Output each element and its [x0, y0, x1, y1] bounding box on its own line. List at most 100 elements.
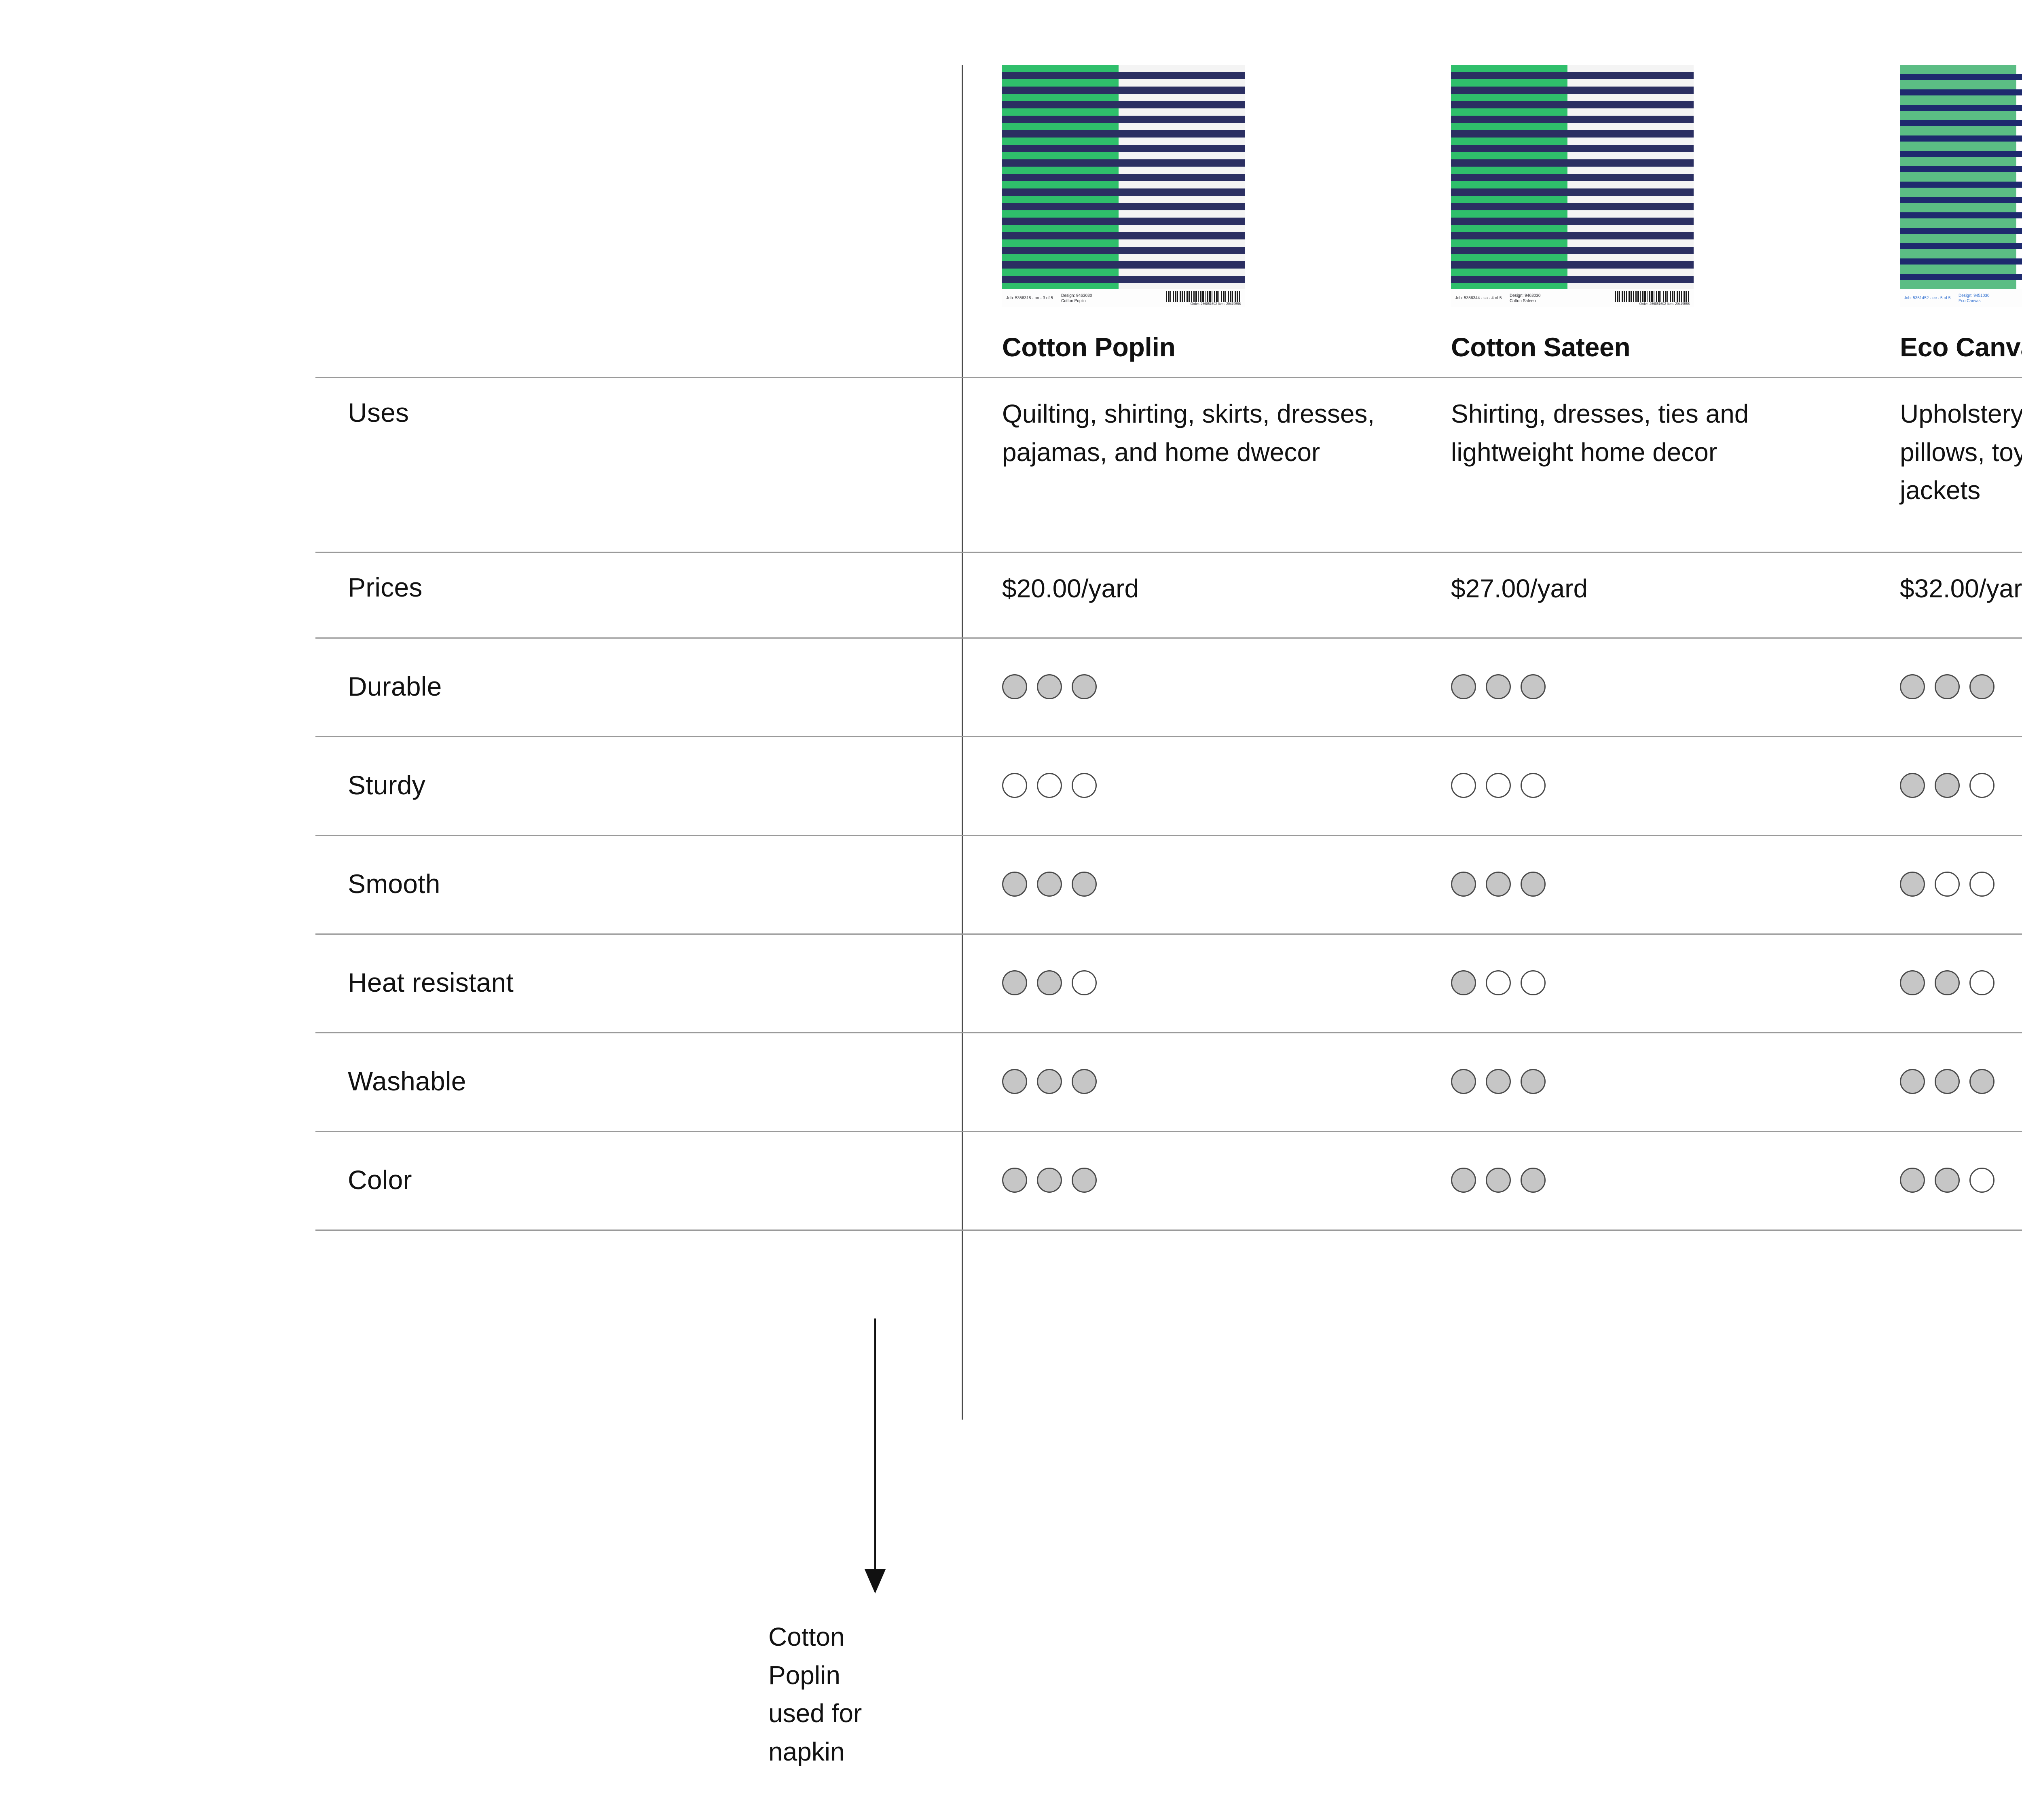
- row-divider: [315, 1131, 2022, 1132]
- rating-dots: [1451, 1168, 1843, 1193]
- row-divider: [315, 933, 2022, 935]
- rating-dots: [1900, 773, 2022, 798]
- cell-uses: Quilting, shirting, skirts, dresses, paj…: [962, 395, 1411, 552]
- rating-dot-filled: [1900, 1069, 1925, 1094]
- table-row: Durable: [315, 637, 2022, 737]
- label-column-divider: [962, 65, 963, 1420]
- swatch-design-text: Design: 9451030 Eco Canvas: [1959, 293, 1990, 303]
- rating-dot-filled: [1037, 674, 1062, 699]
- row-divider: [315, 835, 2022, 836]
- row-divider: [315, 1032, 2022, 1033]
- cell-text: Shirting, dresses, ties and lightweight …: [1451, 399, 1749, 467]
- fabric-swatch: Job: 5356318 - po - 3 of 5 Design: 946303…: [1002, 65, 1245, 307]
- rating-dot-empty: [1072, 970, 1097, 995]
- rating-dots: [1002, 773, 1394, 798]
- rating-dot-empty: [1521, 773, 1546, 798]
- cell-uses: Upholstery, bags, home decor, pillows, t…: [1859, 395, 2022, 552]
- cell-color: [962, 1168, 1411, 1193]
- cell-color: [1859, 1168, 2022, 1193]
- swatch-green-stripes: [1900, 65, 2016, 289]
- rating-dot-filled: [1935, 773, 1960, 798]
- annotation-arrow-line: [874, 1318, 876, 1569]
- rating-dot-empty: [1072, 773, 1097, 798]
- cell-text: Upholstery, bags, home decor, pillows, t…: [1900, 399, 2022, 505]
- swatch-design-text: Design: 9463030 Cotton Poplin: [1061, 293, 1092, 303]
- cell-prices: $32.00/yard: [1859, 569, 2022, 637]
- rating-dot-empty: [1486, 970, 1511, 995]
- swatch-job-text: Job: 5356344 - sa - 4 of 5: [1455, 296, 1502, 301]
- rating-dots: [1900, 970, 2022, 995]
- swatch-order-text: Order: 266851602 Item: 20419558: [1639, 301, 1690, 306]
- row-label-durable: Durable: [315, 669, 962, 705]
- rating-dot-filled: [1451, 970, 1476, 995]
- cell-sturdy: [1859, 773, 2022, 798]
- row-label-text: Uses: [348, 398, 409, 427]
- rating-dot-empty: [1969, 970, 1995, 995]
- column-header-cotton-sateen: Job: 5356344 - sa - 4 of 5 Design: 946303…: [1411, 65, 1859, 362]
- rating-dot-filled: [1002, 1168, 1027, 1193]
- rating-dot-empty: [1037, 773, 1062, 798]
- row-label-color: Color: [315, 1162, 962, 1198]
- rating-dots: [1002, 970, 1394, 995]
- rating-dot-filled: [1002, 970, 1027, 995]
- swatch-fabric-image: [1002, 65, 1245, 289]
- rating-dot-filled: [1900, 872, 1925, 897]
- rating-dot-filled: [1451, 1168, 1476, 1193]
- column-header-cotton-poplin: Job: 5356318 - po - 3 of 5 Design: 946303…: [962, 65, 1411, 362]
- table-row: Color: [315, 1131, 2022, 1231]
- cell-text: $32.00/yard: [1900, 574, 2022, 603]
- rating-dot-empty: [1969, 872, 1995, 897]
- rating-dot-filled: [1521, 1168, 1546, 1193]
- table-row: Sturdy: [315, 736, 2022, 836]
- rating-dot-filled: [1037, 970, 1062, 995]
- rating-dot-filled: [1072, 1069, 1097, 1094]
- rating-dot-empty: [1969, 773, 1995, 798]
- rating-dot-filled: [1486, 1168, 1511, 1193]
- swatch-design-text: Design: 9463030 Cotton Sateen: [1510, 293, 1541, 303]
- rating-dots: [1451, 872, 1843, 897]
- swatch-job-text: Job: 5351452 - ec - 5 of 5: [1904, 296, 1951, 301]
- swatch-job-text: Job: 5356318 - po - 3 of 5: [1006, 296, 1053, 301]
- cell-prices: $27.00/yard: [1411, 569, 1859, 637]
- rating-dots: [1900, 872, 2022, 897]
- table-row: Washable: [315, 1032, 2022, 1132]
- rating-dot-filled: [1935, 1069, 1960, 1094]
- cell-smooth: [1411, 872, 1859, 897]
- rating-dot-filled: [1002, 872, 1027, 897]
- rating-dot-filled: [1900, 773, 1925, 798]
- cell-heat_resistant: [1859, 970, 2022, 995]
- row-divider: [315, 736, 2022, 737]
- rating-dot-empty: [1521, 970, 1546, 995]
- cell-durable: [1411, 674, 1859, 699]
- barcode-icon: [1615, 291, 1690, 302]
- row-divider: [315, 637, 2022, 639]
- swatch-green-stripes: [1002, 65, 1119, 289]
- row-label-smooth: Smooth: [315, 866, 962, 902]
- rating-dot-filled: [1451, 1069, 1476, 1094]
- cell-durable: [1859, 674, 2022, 699]
- rating-dot-filled: [1935, 674, 1960, 699]
- row-label-text: Heat resistant: [348, 967, 514, 998]
- cell-smooth: [962, 872, 1411, 897]
- table-header-row: Job: 5356318 - po - 3 of 5 Design: 946303…: [315, 65, 2022, 378]
- rating-dot-filled: [1002, 674, 1027, 699]
- rating-dot-filled: [1072, 674, 1097, 699]
- cell-text: $27.00/yard: [1451, 574, 1588, 603]
- fabric-swatch: Job: 5356344 - sa - 4 of 5 Design: 946303…: [1451, 65, 1694, 307]
- rating-dot-filled: [1900, 674, 1925, 699]
- rating-dots: [1451, 674, 1843, 699]
- table-row: Smooth: [315, 835, 2022, 935]
- row-label-text: Smooth: [348, 869, 440, 899]
- swatch-label-strip: Job: 5356344 - sa - 4 of 5 Design: 946303…: [1451, 289, 1694, 307]
- column-header-eco-canvas: Job: 5351452 - ec - 5 of 5 Design: 945103…: [1859, 65, 2022, 362]
- rating-dot-filled: [1969, 1069, 1995, 1094]
- table-row: Uses Quilting, shirting, skirts, dresses,…: [315, 377, 2022, 553]
- row-label-washable: Washable: [315, 1063, 962, 1099]
- rating-dots: [1451, 773, 1843, 798]
- rating-dot-filled: [1935, 1168, 1960, 1193]
- comparison-table: Job: 5356318 - po - 3 of 5 Design: 946303…: [315, 65, 2022, 1420]
- rating-dots: [1002, 1069, 1394, 1094]
- cell-washable: [1411, 1069, 1859, 1094]
- swatch-white-stripes: [2016, 65, 2022, 289]
